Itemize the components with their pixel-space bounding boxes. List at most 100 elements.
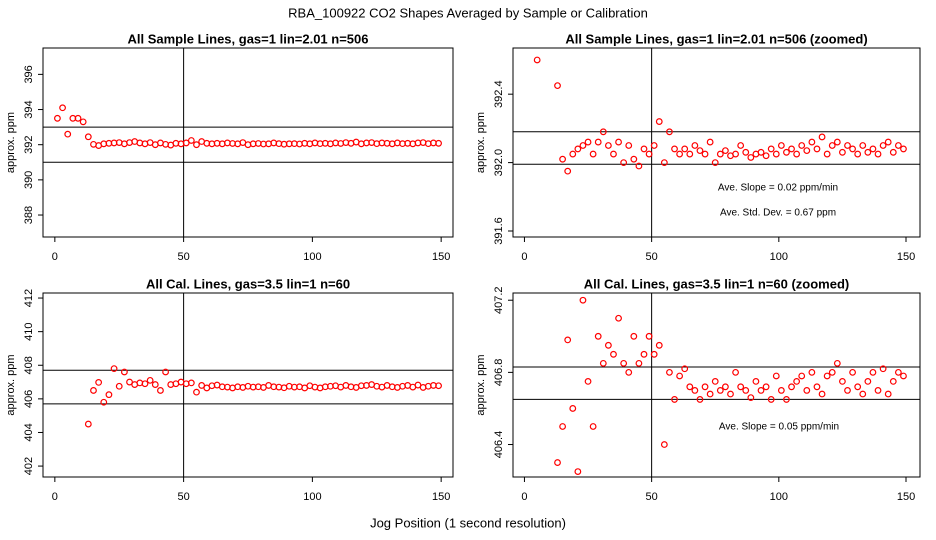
x-tick-label: 0: [52, 251, 58, 263]
x-tick-label: 50: [646, 251, 658, 263]
data-point: [90, 387, 97, 394]
data-point: [889, 148, 897, 156]
data-point: [686, 383, 694, 391]
data-point: [686, 150, 694, 158]
data-point: [833, 359, 841, 367]
data-point: [828, 368, 836, 376]
panel: All Cal. Lines, gas=3.5 lin=1 n=60 approx…: [5, 276, 454, 503]
data-point: [813, 145, 821, 153]
data-point: [833, 138, 841, 146]
x-tick-label: 150: [432, 251, 450, 263]
data-point: [706, 390, 714, 398]
data-point: [54, 114, 61, 122]
y-tick-label: 396: [23, 65, 35, 83]
data-point: [604, 142, 612, 149]
x-tick-label: 100: [770, 251, 788, 263]
data-point: [645, 332, 653, 340]
data-point: [559, 423, 567, 430]
data-point: [120, 368, 128, 376]
y-tick-label: 390: [23, 171, 35, 189]
data-point: [900, 372, 907, 380]
data-point: [650, 142, 658, 149]
data-point: [650, 350, 658, 358]
data-point: [79, 118, 87, 126]
data-point: [584, 377, 592, 385]
data-point: [859, 142, 867, 149]
points: [84, 365, 442, 428]
data-point: [84, 420, 92, 428]
panel-title: All Sample Lines, gas=1 lin=2.01 n=506: [128, 31, 369, 46]
data-point: [610, 150, 617, 158]
data-point: [783, 396, 790, 403]
x-tick-label: 150: [897, 491, 915, 503]
data-point: [610, 350, 617, 358]
data-point: [752, 377, 760, 385]
data-point: [849, 368, 856, 376]
x-tick-label: 50: [646, 491, 658, 503]
data-point: [660, 441, 668, 448]
data-point: [645, 150, 653, 158]
data-point: [625, 142, 633, 149]
x-tick-label: 150: [432, 491, 450, 503]
x-tick-label: 0: [52, 491, 58, 503]
data-point: [187, 379, 195, 387]
data-point: [681, 365, 689, 373]
x-tick-label: 150: [897, 251, 915, 263]
data-point: [874, 150, 882, 158]
data-point: [818, 133, 826, 141]
plot-frame: [512, 292, 921, 478]
data-point: [894, 368, 902, 376]
y-tick-label: 412: [23, 289, 35, 307]
data-point: [803, 147, 811, 155]
data-point: [559, 155, 567, 163]
data-point: [691, 142, 699, 149]
data-point: [803, 387, 811, 394]
data-point: [767, 145, 775, 153]
y-tick-label: 406.8: [493, 359, 505, 387]
data-point: [630, 155, 638, 163]
data-point: [762, 383, 770, 391]
annotation: Ave. Std. Dev. = 0.67 ppm: [720, 208, 836, 219]
data-point: [564, 336, 572, 344]
y-tick-label: 402: [23, 457, 35, 475]
y-tick-label: 392.4: [493, 80, 505, 108]
data-point: [798, 372, 806, 380]
data-point: [869, 145, 877, 153]
data-point: [828, 142, 836, 149]
data-point: [722, 383, 729, 391]
data-point: [696, 396, 704, 403]
data-point: [747, 394, 755, 402]
data-point: [767, 396, 775, 403]
data-point: [115, 382, 123, 390]
data-point: [798, 142, 806, 149]
data-point: [783, 148, 790, 156]
data-point: [722, 147, 729, 155]
data-point: [849, 145, 856, 153]
data-point: [884, 390, 892, 398]
data-point: [874, 387, 882, 394]
data-point: [640, 145, 648, 153]
data-point: [671, 396, 678, 403]
data-point: [193, 141, 200, 149]
data-point: [655, 341, 663, 349]
panel: All Sample Lines, gas=1 lin=2.01 n=506 (…: [475, 31, 921, 263]
x-tick-label: 0: [521, 491, 527, 503]
data-point: [630, 332, 638, 340]
data-point: [625, 368, 633, 376]
data-point: [660, 159, 668, 166]
data-point: [691, 387, 699, 394]
data-point: [157, 387, 164, 394]
data-point: [666, 128, 673, 136]
y-tick-label: 392: [23, 136, 35, 154]
plot-frame: [42, 292, 454, 478]
data-point: [747, 154, 755, 161]
data-point: [742, 148, 750, 156]
data-point: [554, 82, 561, 90]
data-point: [777, 142, 785, 149]
x-tick-label: 100: [303, 491, 321, 503]
x-axis-label: Jog Position (1 second resolution): [370, 515, 566, 530]
data-point: [864, 148, 872, 156]
data-point: [884, 138, 892, 146]
data-point: [74, 114, 82, 122]
